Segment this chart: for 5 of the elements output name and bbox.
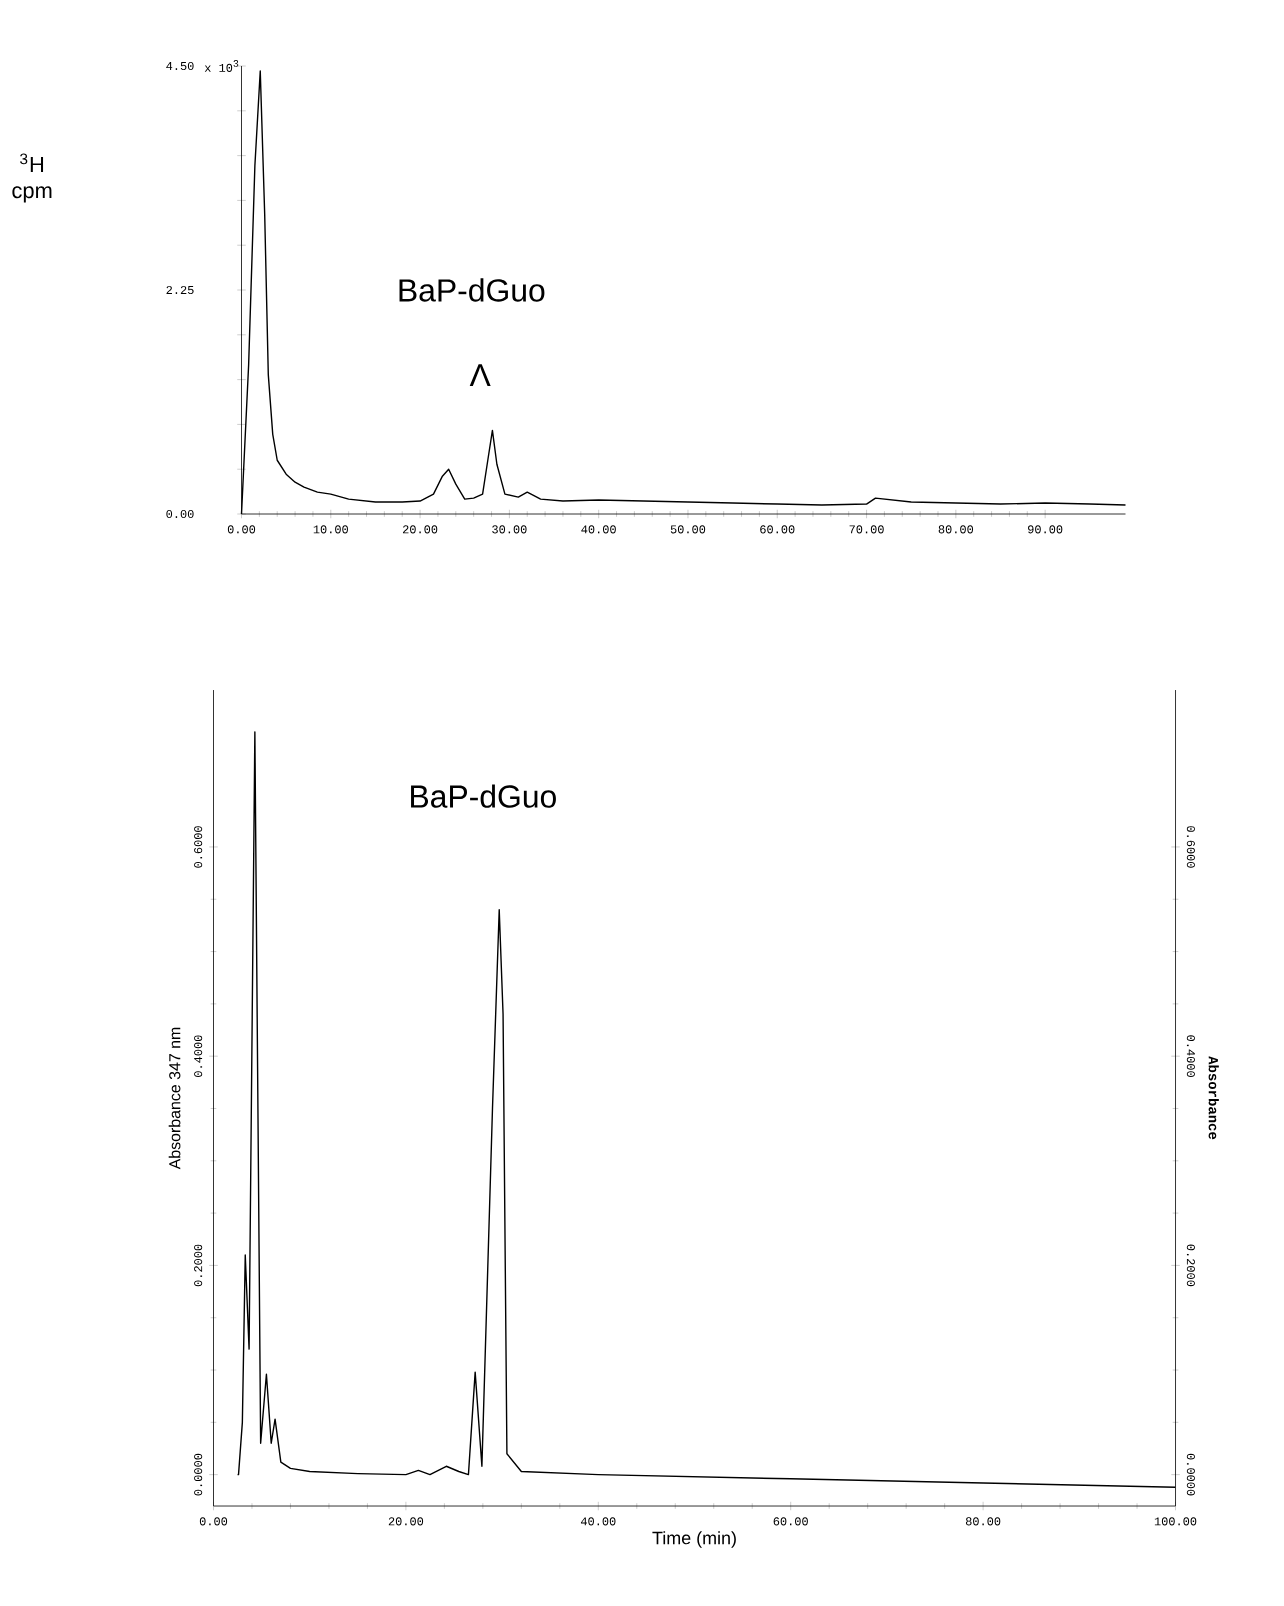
y-axis-title: $^{3}$H cpm <box>12 153 52 203</box>
annotation: Λ <box>469 364 491 387</box>
annotation: BaP-dGuo <box>399 278 545 302</box>
x-axis-title: Time (min) <box>652 1531 737 1548</box>
annotation: BaP-dGuo <box>411 784 557 808</box>
